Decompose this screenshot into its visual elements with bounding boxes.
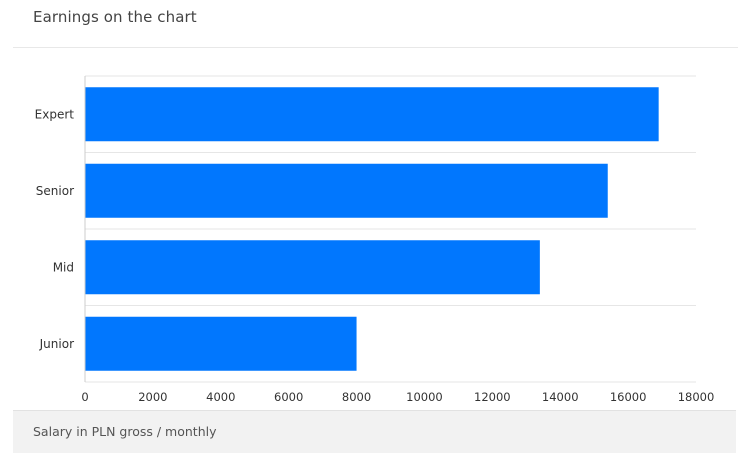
x-tick-label: 16000 [610, 390, 647, 404]
bar-senior [85, 163, 608, 218]
x-tick-label: 8000 [342, 390, 371, 404]
title-divider [13, 47, 738, 48]
category-label-junior: Junior [39, 337, 74, 351]
bar-mid [85, 240, 540, 295]
x-tick-label: 14000 [542, 390, 579, 404]
footer-caption: Salary in PLN gross / monthly [33, 424, 217, 439]
x-tick-label: 4000 [206, 390, 235, 404]
category-label-mid: Mid [53, 260, 74, 274]
x-tick-label: 6000 [274, 390, 303, 404]
chart-title: Earnings on the chart [33, 8, 197, 26]
bar-junior [85, 316, 357, 371]
category-label-expert: Expert [35, 107, 75, 121]
x-tick-label: 0 [81, 390, 88, 404]
bar-expert [85, 87, 659, 142]
x-tick-label: 2000 [138, 390, 167, 404]
x-tick-label: 18000 [678, 390, 715, 404]
x-tick-label: 10000 [406, 390, 443, 404]
x-tick-label: 12000 [474, 390, 511, 404]
chart-footer: Salary in PLN gross / monthly [13, 410, 736, 453]
category-label-senior: Senior [36, 184, 74, 198]
bar-chart: Expert Senior Mid Junior 0 2000 4000 6000 8000 10… [35, 75, 715, 404]
